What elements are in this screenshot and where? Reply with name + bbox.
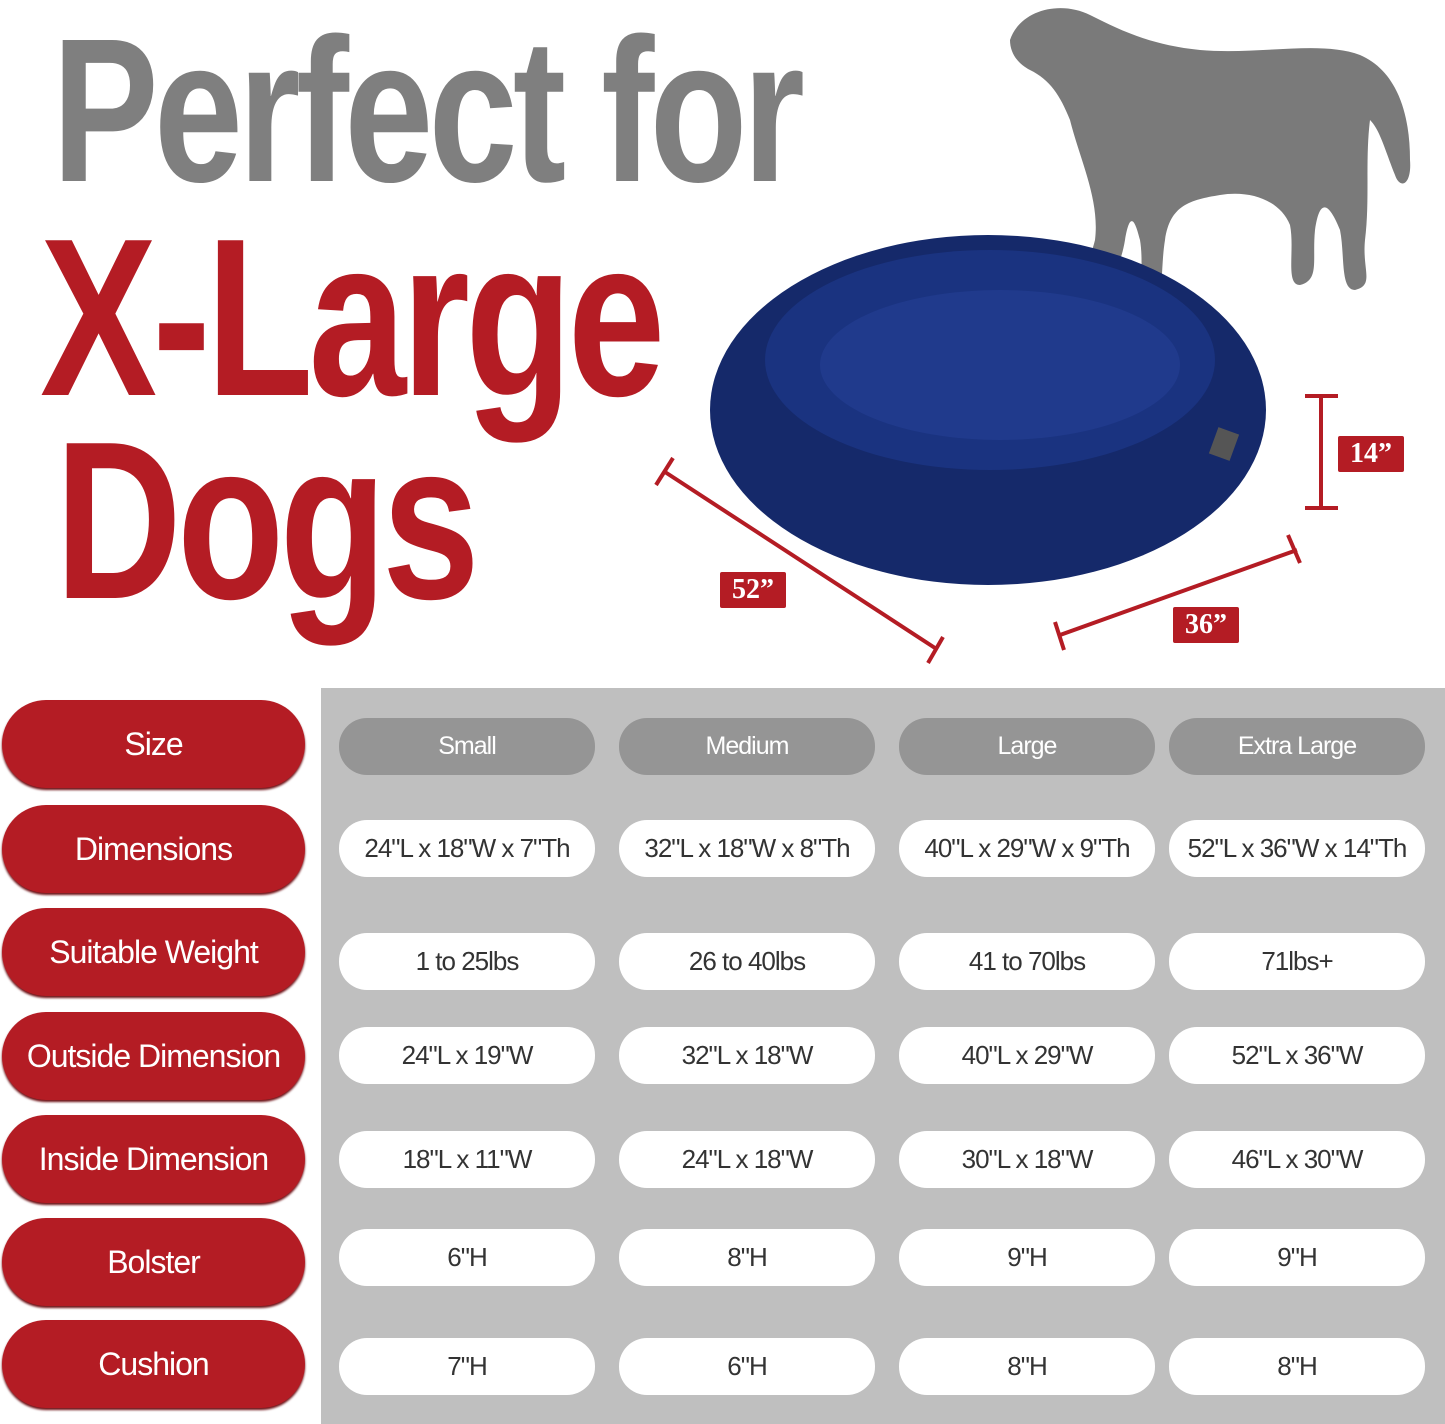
row-label: Inside Dimension xyxy=(2,1115,305,1203)
table-cell: 24"L x 18"W x 7"Th xyxy=(339,820,595,877)
table-cell: 6"H xyxy=(619,1338,875,1395)
table-cell: 40"L x 29"W x 9"Th xyxy=(899,820,1155,877)
size-header-cell: Large xyxy=(899,718,1155,775)
size-header-cell: Small xyxy=(339,718,595,775)
table-cell: 9"H xyxy=(1169,1229,1425,1286)
size-header-cell: Extra Large xyxy=(1169,718,1425,775)
measurement-lines xyxy=(654,394,1338,664)
table-cell: 1 to 25lbs xyxy=(339,933,595,990)
table-cell: 71lbs+ xyxy=(1169,933,1425,990)
headline-line-1: Perfect for xyxy=(52,0,805,225)
row-label: Size xyxy=(2,700,305,788)
table-cell: 24"L x 19"W xyxy=(339,1027,595,1084)
table-cell: 18"L x 11"W xyxy=(339,1131,595,1188)
dog-bed-image xyxy=(710,235,1266,585)
table-cell: 41 to 70lbs xyxy=(899,933,1155,990)
width-callout: 36” xyxy=(1173,607,1239,643)
table-cell: 52"L x 36"W xyxy=(1169,1027,1425,1084)
size-header-cell: Medium xyxy=(619,718,875,775)
brand-patch-icon xyxy=(1208,427,1240,461)
headline-line-3: Dogs xyxy=(55,394,480,646)
length-callout: 52” xyxy=(720,572,786,608)
table-cell: 8"H xyxy=(619,1229,875,1286)
product-illustration xyxy=(654,8,1411,664)
table-cell: 46"L x 30"W xyxy=(1169,1131,1425,1188)
table-cell: 32"L x 18"W xyxy=(619,1027,875,1084)
table-cell: 8"H xyxy=(1169,1338,1425,1395)
table-cell: 32"L x 18"W x 8"Th xyxy=(619,820,875,877)
dog-silhouette-icon xyxy=(1010,8,1411,306)
table-cell: 8"H xyxy=(899,1338,1155,1395)
table-cell: 30"L x 18"W xyxy=(899,1131,1155,1188)
height-callout: 14” xyxy=(1338,436,1404,472)
table-cell: 6"H xyxy=(339,1229,595,1286)
row-label: Dimensions xyxy=(2,805,305,893)
table-cell: 26 to 40lbs xyxy=(619,933,875,990)
table-cell: 24"L x 18"W xyxy=(619,1131,875,1188)
row-label: Bolster xyxy=(2,1218,305,1306)
table-cell: 52"L x 36"W x 14"Th xyxy=(1169,820,1425,877)
row-label: Outside Dimension xyxy=(2,1012,305,1100)
table-cell: 7"H xyxy=(339,1338,595,1395)
row-label: Cushion xyxy=(2,1320,305,1408)
table-cell: 9"H xyxy=(899,1229,1155,1286)
table-cell: 40"L x 29"W xyxy=(899,1027,1155,1084)
headline-line-2: X-Large xyxy=(40,191,665,443)
row-label: Suitable Weight xyxy=(2,908,305,996)
